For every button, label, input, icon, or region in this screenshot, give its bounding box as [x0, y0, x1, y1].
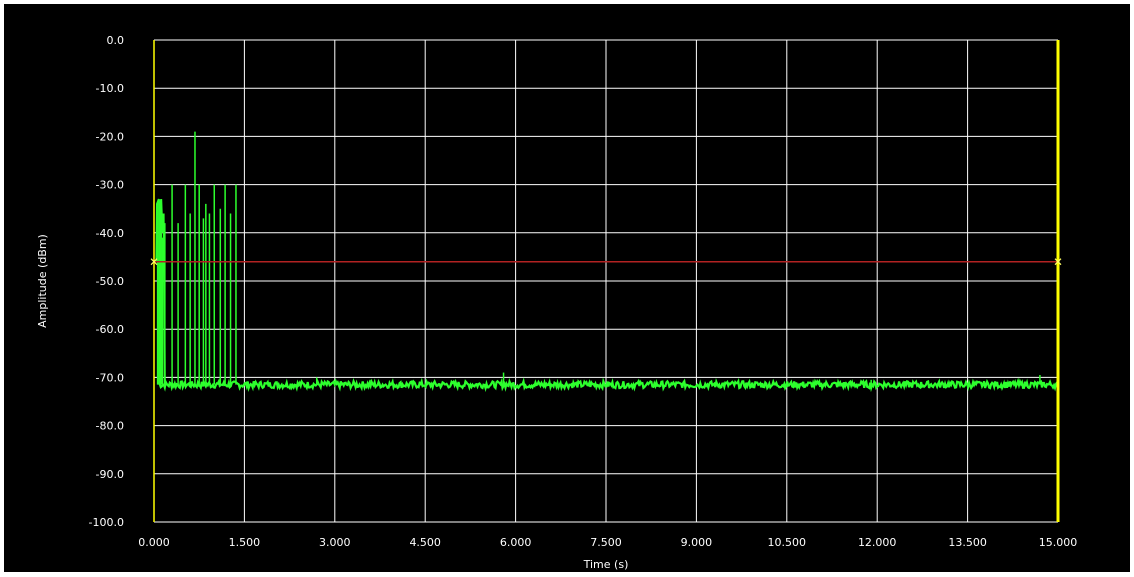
y-tick-label: -60.0: [96, 323, 124, 336]
noise-floor-line: [158, 377, 1059, 393]
y-tick-label: 0.0: [107, 34, 125, 47]
noise-floor-trace: [158, 372, 1059, 393]
x-tick-label: 0.000: [138, 536, 170, 549]
threshold-handle-icon[interactable]: [150, 258, 158, 266]
y-tick-labels: 0.0 -10.0 -20.0 -30.0 -40.0 -50.0 -60.0 -70.0 -8…: [89, 34, 124, 529]
y-tick-label: -30.0: [96, 179, 124, 192]
x-tick-label: 9.000: [681, 536, 713, 549]
x-tick-label: 3.000: [319, 536, 351, 549]
y-tick-label: -50.0: [96, 275, 124, 288]
y-tick-label: -10.0: [96, 82, 124, 95]
y-tick-label: -80.0: [96, 420, 124, 433]
y-tick-label: -70.0: [96, 371, 124, 384]
plot-area-background: [4, 4, 1130, 572]
y-tick-label: -90.0: [96, 468, 124, 481]
y-tick-label: -20.0: [96, 130, 124, 143]
y-tick-label: -100.0: [89, 516, 124, 529]
x-tick-labels: 0.000 1.500 3.000 4.500 6.000 7.500 9.000 10.50…: [138, 536, 1077, 549]
x-tick-label: 1.500: [229, 536, 261, 549]
y-tick-label: -40.0: [96, 227, 124, 240]
amplitude-time-chart: 0.0 -10.0 -20.0 -30.0 -40.0 -50.0 -60.0 -70.0 -8…: [4, 4, 1130, 572]
x-tick-label: 13.500: [948, 536, 987, 549]
threshold-handle-icon[interactable]: [1054, 258, 1062, 266]
burst-trace: [155, 131, 237, 385]
x-tick-label: 7.500: [590, 536, 622, 549]
x-tick-label: 15.000: [1039, 536, 1078, 549]
burst-envelope: [155, 198, 166, 385]
x-tick-label: 4.500: [409, 536, 441, 549]
chart-panel: 0.0 -10.0 -20.0 -30.0 -40.0 -50.0 -60.0 -70.0 -8…: [4, 4, 1130, 572]
x-tick-label: 6.000: [500, 536, 532, 549]
x-tick-label: 12.000: [858, 536, 897, 549]
time-markers[interactable]: [150, 40, 1062, 522]
y-axis-label: Amplitude (dBm): [36, 234, 49, 328]
x-tick-label: 10.500: [768, 536, 807, 549]
x-axis-label: Time (s): [583, 558, 629, 571]
